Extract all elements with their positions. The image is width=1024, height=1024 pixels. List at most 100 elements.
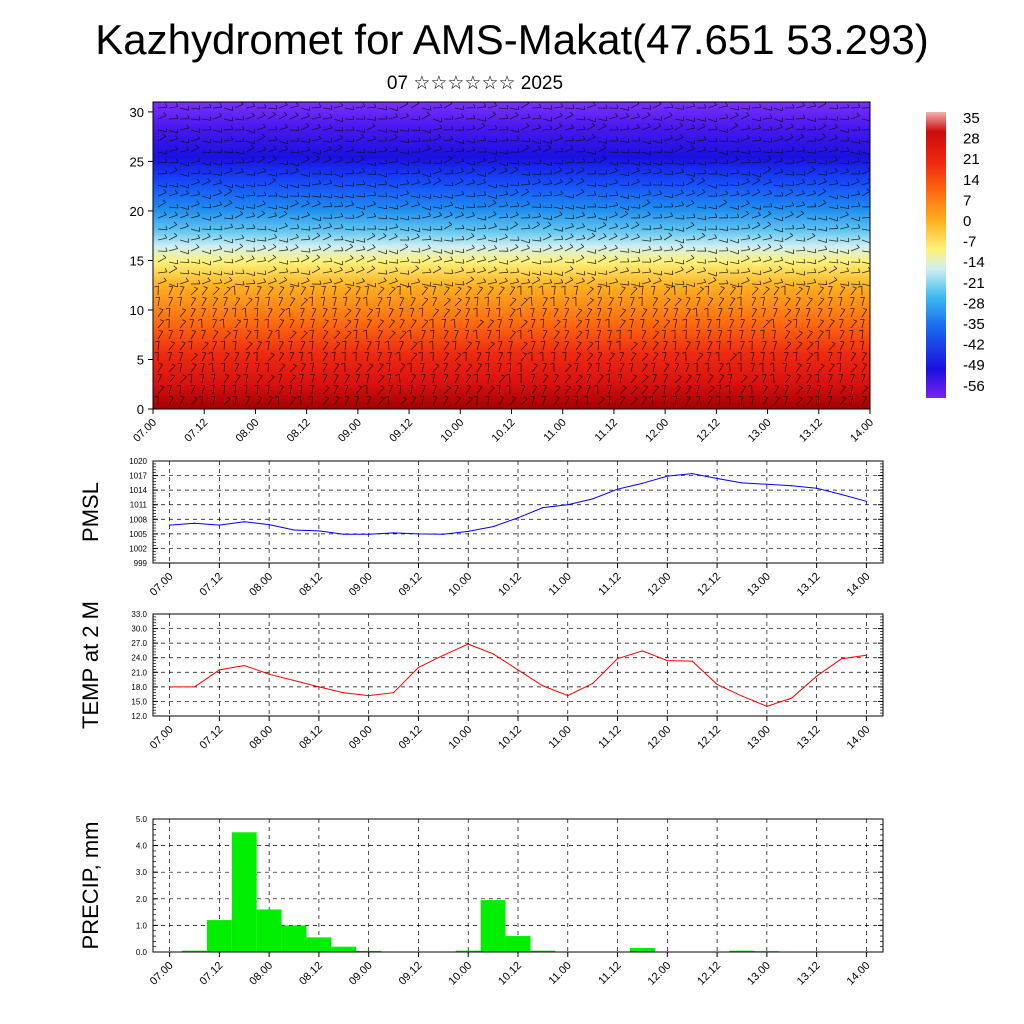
wind-barb: [762, 181, 772, 186]
wind-barb: [619, 213, 629, 219]
wind-barb-flag: [372, 244, 376, 248]
data-point: [392, 532, 395, 534]
wind-barb-flag: [395, 223, 399, 228]
wind-barb-flag: [569, 111, 574, 116]
y-tick-label: 1011: [130, 501, 148, 510]
wind-barb: [168, 268, 177, 274]
wind-barb-flag: [218, 189, 222, 194]
wind-barb-flag: [341, 246, 344, 251]
wind-barb: [399, 193, 409, 197]
wind-barb-flag: [242, 269, 245, 274]
wind-barb: [300, 280, 310, 285]
wind-barb-flag: [555, 330, 560, 333]
wind-barb: [619, 283, 629, 286]
wind-barb: [509, 184, 520, 186]
wind-barb-flag: [209, 125, 212, 131]
wind-barb-flag: [691, 145, 695, 149]
x-tick-label: 07.00: [148, 571, 176, 599]
wind-barb: [740, 203, 750, 208]
wind-barb: [839, 239, 849, 243]
wind-barb: [630, 288, 638, 296]
wind-barb-flag: [819, 330, 824, 333]
wind-barb-flag: [386, 296, 391, 299]
wind-barb: [828, 364, 835, 373]
wind-barb: [278, 213, 288, 219]
wind-barb: [597, 283, 607, 287]
wind-barb-flag: [328, 233, 332, 237]
wind-barb: [575, 396, 579, 406]
wind-barb: [190, 246, 200, 252]
wind-barb-flag: [263, 278, 267, 283]
wind-barb-flag: [369, 363, 374, 366]
wind-barb-flag: [747, 224, 751, 229]
wind-barb-flag: [814, 202, 817, 207]
wind-barb: [190, 138, 200, 142]
y-tick-label: 1008: [129, 515, 147, 524]
wind-barb-flag: [364, 285, 369, 288]
wind-barb-flag: [734, 122, 739, 126]
wind-barb: [245, 173, 255, 176]
wind-barb: [289, 365, 297, 373]
wind-barb: [234, 298, 241, 307]
wind-barb-flag: [213, 297, 218, 299]
wind-barb-flag: [477, 352, 482, 354]
wind-barb-flag: [533, 385, 538, 387]
wind-barb: [619, 195, 629, 199]
wind-barb-flag: [616, 340, 621, 343]
wind-barb: [542, 375, 549, 384]
wind-barb-flag: [682, 318, 687, 321]
wind-barb: [223, 217, 233, 220]
data-point: [343, 533, 345, 535]
x-tick-label: 12.00: [645, 960, 673, 988]
wind-barb-flag: [758, 147, 762, 152]
wind-barb-flag: [627, 281, 630, 286]
wind-barb-flag: [416, 233, 420, 238]
wind-barb-flag: [257, 341, 262, 343]
wind-barb: [520, 191, 530, 197]
wind-barb: [850, 205, 860, 208]
wind-barb: [245, 215, 255, 219]
wind-barb: [377, 228, 387, 231]
wind-barb: [267, 341, 270, 351]
wind-barb-flag: [197, 190, 201, 195]
wind-barb: [399, 385, 402, 395]
wind-barb: [773, 138, 783, 142]
wind-barb-flag: [701, 177, 706, 181]
wind-barb-flag: [496, 307, 501, 310]
wind-barb: [498, 376, 506, 384]
data-point: [816, 487, 818, 489]
wind-barb-flag: [605, 193, 608, 198]
wind-barb: [245, 385, 248, 395]
wind-barb-flag: [672, 395, 677, 398]
wind-barb: [795, 308, 801, 318]
wind-barb: [773, 330, 776, 340]
wind-barb: [520, 162, 530, 166]
wind-barb-flag: [626, 125, 630, 130]
wind-barb-flag: [727, 329, 732, 332]
wind-barb: [201, 272, 211, 276]
wind-barb-flag: [301, 286, 306, 288]
wind-barb-flag: [164, 103, 168, 108]
wind-barb: [454, 397, 461, 406]
wind-barb-flag: [858, 329, 864, 332]
wind-barb-flag: [633, 385, 638, 389]
wind-barb-flag: [847, 181, 850, 186]
wind-barb-flag: [835, 179, 839, 184]
wind-barb: [850, 341, 855, 351]
wind-barb: [256, 319, 259, 329]
wind-barb: [608, 285, 611, 296]
wind-barb-flag: [170, 374, 175, 377]
wind-barb: [432, 286, 437, 296]
wind-barb-flag: [614, 232, 618, 237]
wind-barb: [168, 118, 179, 120]
wind-barb: [828, 149, 838, 153]
wind-barb-flag: [671, 103, 674, 108]
wind-barb: [542, 128, 552, 131]
wind-barb-flag: [193, 286, 198, 290]
data-point: [193, 686, 196, 688]
wind-barb-flag: [329, 267, 333, 272]
wind-barb: [641, 364, 648, 373]
wind-barb: [729, 374, 733, 384]
wind-barb: [223, 191, 232, 197]
wind-barb: [300, 364, 306, 373]
